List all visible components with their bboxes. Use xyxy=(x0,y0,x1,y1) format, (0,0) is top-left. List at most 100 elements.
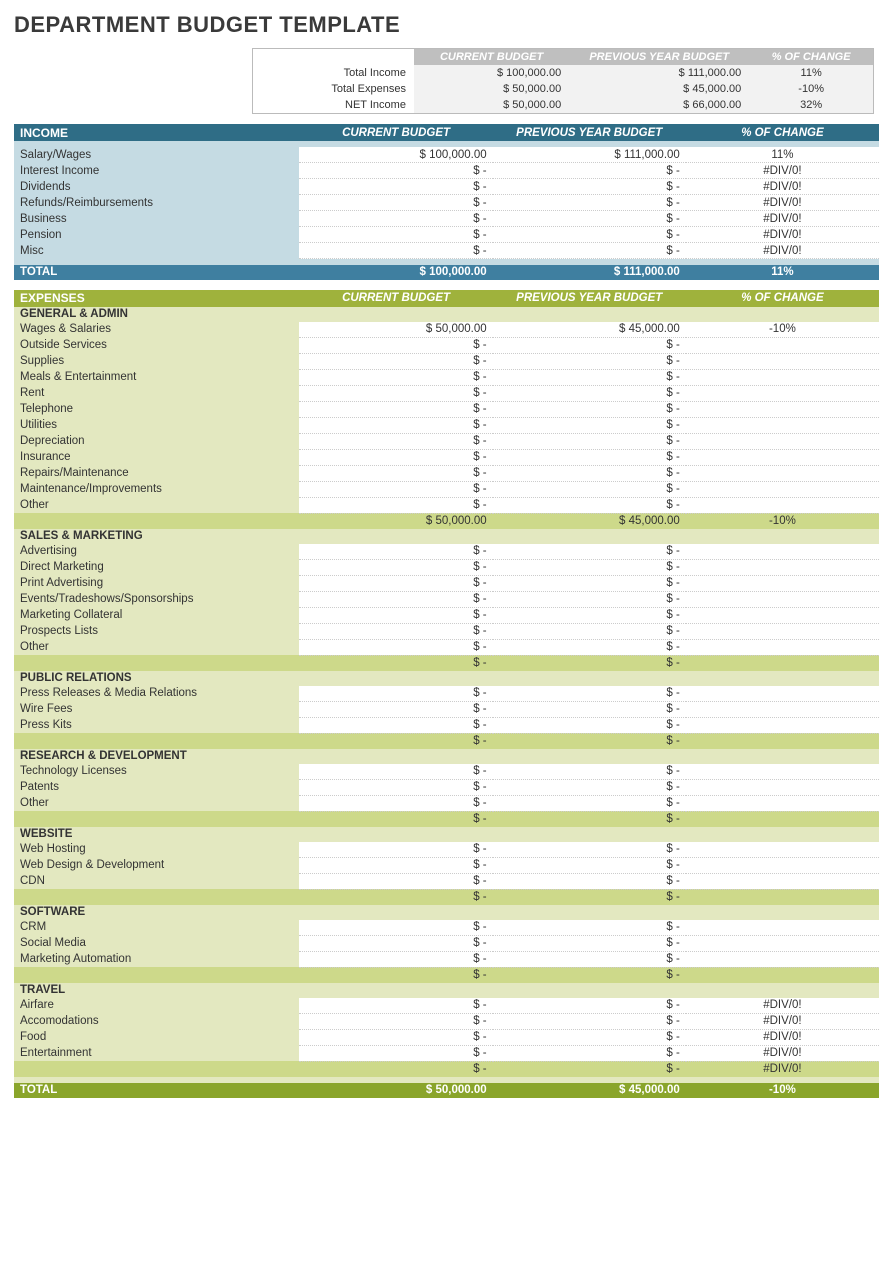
income-current[interactable]: $ 100,000.00 xyxy=(299,147,492,163)
income-change[interactable]: #DIV/0! xyxy=(686,243,879,259)
income-previous[interactable]: $ - xyxy=(493,195,686,211)
expense-change[interactable]: -10% xyxy=(686,322,879,338)
expense-current[interactable]: $ - xyxy=(299,1013,492,1029)
expense-change[interactable] xyxy=(686,686,879,702)
expense-current[interactable]: $ - xyxy=(299,591,492,607)
income-change[interactable]: #DIV/0! xyxy=(686,211,879,227)
expense-previous[interactable]: $ - xyxy=(493,842,686,858)
expense-change[interactable]: #DIV/0! xyxy=(686,1045,879,1061)
summary-change[interactable]: 11% xyxy=(749,65,873,81)
expense-previous[interactable]: $ - xyxy=(493,449,686,465)
expense-current[interactable]: $ - xyxy=(299,544,492,560)
expense-current[interactable]: $ - xyxy=(299,951,492,967)
summary-current[interactable]: $ 50,000.00 xyxy=(414,81,569,97)
expense-previous[interactable]: $ - xyxy=(493,935,686,951)
expense-change[interactable] xyxy=(686,481,879,497)
expense-change[interactable] xyxy=(686,623,879,639)
expense-previous[interactable]: $ - xyxy=(493,417,686,433)
expense-change[interactable] xyxy=(686,337,879,353)
expense-previous[interactable]: $ - xyxy=(493,369,686,385)
expense-previous[interactable]: $ - xyxy=(493,873,686,889)
expense-current[interactable]: $ - xyxy=(299,764,492,780)
expense-previous[interactable]: $ - xyxy=(493,465,686,481)
income-change[interactable]: #DIV/0! xyxy=(686,163,879,179)
expense-change[interactable]: #DIV/0! xyxy=(686,998,879,1014)
summary-current[interactable]: $ 50,000.00 xyxy=(414,97,569,114)
expense-change[interactable] xyxy=(686,701,879,717)
expense-current[interactable]: $ - xyxy=(299,385,492,401)
expense-change[interactable] xyxy=(686,575,879,591)
expense-change[interactable] xyxy=(686,717,879,733)
expense-change[interactable] xyxy=(686,920,879,936)
income-change[interactable]: #DIV/0! xyxy=(686,227,879,243)
income-previous[interactable]: $ - xyxy=(493,243,686,259)
expense-current[interactable]: $ - xyxy=(299,575,492,591)
expense-current[interactable]: $ - xyxy=(299,465,492,481)
expense-current[interactable]: $ - xyxy=(299,779,492,795)
expense-previous[interactable]: $ - xyxy=(493,857,686,873)
expense-current[interactable]: $ - xyxy=(299,857,492,873)
expense-current[interactable]: $ - xyxy=(299,639,492,655)
expense-previous[interactable]: $ - xyxy=(493,544,686,560)
income-previous[interactable]: $ - xyxy=(493,163,686,179)
expense-previous[interactable]: $ - xyxy=(493,607,686,623)
expense-current[interactable]: $ - xyxy=(299,449,492,465)
expense-current[interactable]: $ 50,000.00 xyxy=(299,322,492,338)
income-current[interactable]: $ - xyxy=(299,211,492,227)
summary-change[interactable]: 32% xyxy=(749,97,873,114)
expense-change[interactable] xyxy=(686,385,879,401)
expense-current[interactable]: $ - xyxy=(299,607,492,623)
expense-change[interactable] xyxy=(686,935,879,951)
expense-change[interactable] xyxy=(686,401,879,417)
income-current[interactable]: $ - xyxy=(299,179,492,195)
summary-previous[interactable]: $ 66,000.00 xyxy=(569,97,749,114)
income-previous[interactable]: $ - xyxy=(493,227,686,243)
expense-current[interactable]: $ - xyxy=(299,1045,492,1061)
income-change[interactable]: 11% xyxy=(686,147,879,163)
income-previous[interactable]: $ - xyxy=(493,179,686,195)
expense-previous[interactable]: $ - xyxy=(493,920,686,936)
expense-change[interactable] xyxy=(686,795,879,811)
income-current[interactable]: $ - xyxy=(299,195,492,211)
expense-previous[interactable]: $ - xyxy=(493,998,686,1014)
expense-previous[interactable]: $ - xyxy=(493,559,686,575)
expense-change[interactable] xyxy=(686,639,879,655)
income-current[interactable]: $ - xyxy=(299,243,492,259)
expense-previous[interactable]: $ - xyxy=(493,764,686,780)
expense-change[interactable]: #DIV/0! xyxy=(686,1013,879,1029)
expense-change[interactable] xyxy=(686,764,879,780)
expense-current[interactable]: $ - xyxy=(299,497,492,513)
summary-current[interactable]: $ 100,000.00 xyxy=(414,65,569,81)
expense-change[interactable] xyxy=(686,951,879,967)
expense-change[interactable] xyxy=(686,369,879,385)
summary-previous[interactable]: $ 45,000.00 xyxy=(569,81,749,97)
expense-current[interactable]: $ - xyxy=(299,686,492,702)
expense-previous[interactable]: $ 45,000.00 xyxy=(493,322,686,338)
income-current[interactable]: $ - xyxy=(299,163,492,179)
expense-change[interactable] xyxy=(686,433,879,449)
expense-previous[interactable]: $ - xyxy=(493,401,686,417)
expense-change[interactable] xyxy=(686,607,879,623)
expense-change[interactable] xyxy=(686,857,879,873)
expense-previous[interactable]: $ - xyxy=(493,1045,686,1061)
expense-current[interactable]: $ - xyxy=(299,998,492,1014)
expense-current[interactable]: $ - xyxy=(299,401,492,417)
expense-previous[interactable]: $ - xyxy=(493,1029,686,1045)
expense-current[interactable]: $ - xyxy=(299,717,492,733)
expense-change[interactable] xyxy=(686,417,879,433)
expense-change[interactable] xyxy=(686,842,879,858)
expense-current[interactable]: $ - xyxy=(299,559,492,575)
expense-previous[interactable]: $ - xyxy=(493,353,686,369)
expense-change[interactable] xyxy=(686,353,879,369)
expense-previous[interactable]: $ - xyxy=(493,1013,686,1029)
income-previous[interactable]: $ - xyxy=(493,211,686,227)
income-current[interactable]: $ - xyxy=(299,227,492,243)
expense-previous[interactable]: $ - xyxy=(493,639,686,655)
expense-previous[interactable]: $ - xyxy=(493,795,686,811)
expense-previous[interactable]: $ - xyxy=(493,951,686,967)
expense-previous[interactable]: $ - xyxy=(493,433,686,449)
expense-current[interactable]: $ - xyxy=(299,417,492,433)
expense-change[interactable] xyxy=(686,449,879,465)
expense-previous[interactable]: $ - xyxy=(493,686,686,702)
expense-current[interactable]: $ - xyxy=(299,795,492,811)
